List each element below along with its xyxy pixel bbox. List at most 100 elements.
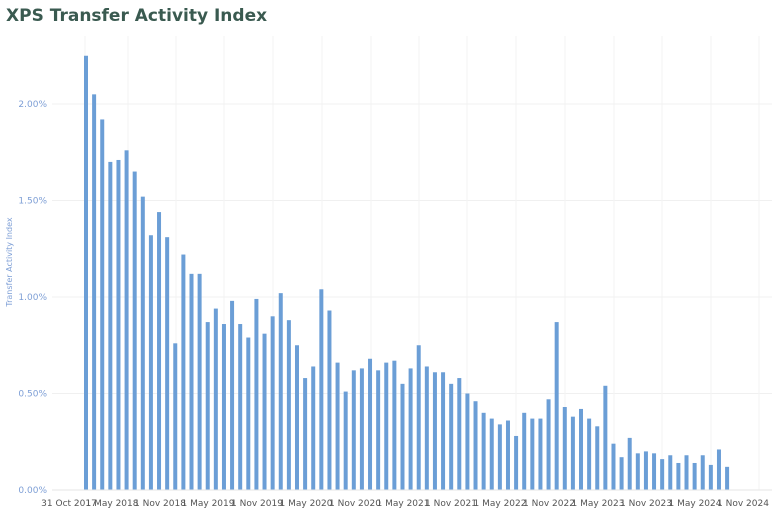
- bar: [505, 420, 510, 490]
- bar: [278, 293, 283, 490]
- bar: [465, 393, 470, 490]
- bar: [676, 462, 681, 490]
- y-tick-label: 1.00%: [18, 293, 47, 303]
- bar: [514, 435, 519, 490]
- bar: [457, 378, 462, 490]
- bar: [376, 370, 381, 490]
- bar-series: [84, 55, 730, 491]
- x-tick-label: 1 Nov 2018: [134, 499, 186, 509]
- bar: [635, 453, 640, 490]
- bar: [116, 159, 121, 490]
- y-axis-label: Transfer Activity Index: [5, 217, 14, 307]
- bar: [351, 370, 356, 490]
- bar: [530, 418, 535, 490]
- bar: [497, 424, 502, 490]
- bar: [359, 368, 364, 490]
- bar: [148, 235, 153, 490]
- bar: [189, 273, 194, 490]
- x-tick-label: 1 May 2024: [669, 499, 722, 509]
- bar: [303, 378, 308, 490]
- bar: [294, 345, 299, 490]
- bar: [230, 300, 235, 490]
- bar: [165, 237, 170, 490]
- bar: [343, 391, 348, 490]
- bar: [668, 455, 673, 490]
- bar: [473, 401, 478, 490]
- bar: [716, 449, 721, 490]
- bar: [692, 462, 697, 490]
- y-tick-label: 2.00%: [18, 100, 47, 110]
- x-tick-label: 31 Oct 2017: [41, 499, 97, 509]
- bar: [489, 418, 494, 490]
- bar: [481, 412, 486, 490]
- x-tick-label: 1 Nov 2021: [425, 499, 477, 509]
- x-tick-label: 1 May 2019: [182, 499, 235, 509]
- bar: [619, 457, 624, 490]
- x-tick-label: 1 Nov 2023: [620, 499, 672, 509]
- y-tick-label: 0.00%: [18, 486, 47, 496]
- bar: [416, 345, 421, 490]
- bar: [546, 399, 551, 490]
- bar: [238, 324, 243, 490]
- bar: [684, 455, 689, 490]
- x-tick-label: 1 May 2022: [474, 499, 527, 509]
- bar: [725, 466, 730, 490]
- bar: [660, 459, 665, 490]
- bar: [579, 408, 584, 490]
- x-tick-label: 1 Nov 2019: [231, 499, 283, 509]
- y-tick-label: 0.50%: [18, 390, 47, 400]
- bar: [708, 464, 713, 490]
- bar: [538, 418, 543, 490]
- bar: [384, 362, 389, 490]
- y-tick-label: 1.50%: [18, 197, 47, 207]
- x-tick-label: 1 May 2023: [572, 499, 625, 509]
- bar: [100, 119, 105, 490]
- bar: [392, 360, 397, 490]
- bar: [627, 437, 632, 490]
- bar: [554, 322, 559, 490]
- bar: [92, 94, 97, 490]
- bar: [254, 298, 259, 490]
- bar: [311, 366, 316, 490]
- x-tick-label: 1 May 2020: [280, 499, 333, 509]
- bar: [173, 343, 178, 490]
- bar: [449, 383, 454, 490]
- bar: [319, 289, 324, 490]
- bar: [157, 212, 162, 490]
- bar: [595, 426, 600, 490]
- bar: [286, 320, 291, 490]
- x-tick-label: 1 Nov 2022: [523, 499, 575, 509]
- bar: [270, 316, 275, 490]
- bar: [424, 366, 429, 490]
- bar: [643, 451, 648, 490]
- bar: [562, 407, 567, 490]
- bar: [570, 416, 575, 490]
- bar: [652, 453, 657, 490]
- bar: [181, 254, 186, 490]
- bar: [84, 55, 88, 490]
- x-tick-label: 1 May 2021: [377, 499, 430, 509]
- bar: [262, 333, 267, 490]
- bar: [335, 362, 340, 490]
- bar: [124, 150, 129, 490]
- x-tick-label: 1 Nov 2020: [329, 499, 381, 509]
- bar: [408, 368, 413, 490]
- bar: [221, 324, 226, 490]
- bar: [205, 322, 210, 490]
- bar: [441, 372, 446, 490]
- bar: [700, 455, 705, 490]
- y-axis-ticks: 0.00% 0.50% 1.00% 1.50% 2.00%: [18, 100, 47, 496]
- bar: [522, 412, 527, 490]
- bar: [140, 196, 145, 490]
- bar: [327, 310, 332, 490]
- bar: [587, 418, 592, 490]
- bar: [197, 273, 202, 490]
- bar: [132, 171, 137, 491]
- bar: [108, 161, 113, 490]
- x-tick-label: 1 Nov 2024: [717, 499, 769, 509]
- bar: [368, 358, 373, 490]
- chart-title: XPS Transfer Activity Index: [6, 6, 268, 26]
- bar: [432, 372, 437, 490]
